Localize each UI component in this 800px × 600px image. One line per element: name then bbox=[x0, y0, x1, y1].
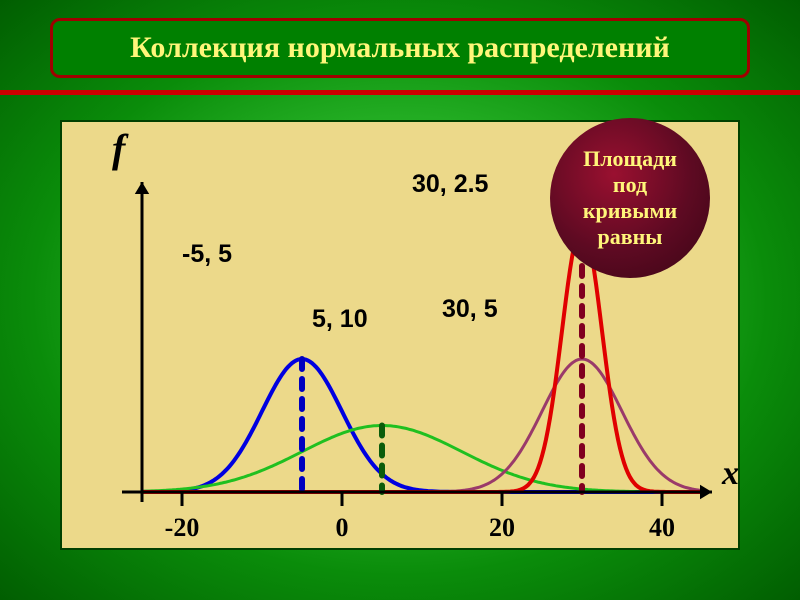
curve-label-green: 5, 10 bbox=[312, 305, 368, 333]
divider-line bbox=[0, 90, 800, 95]
area-note-badge: Площадиподкривымиравны bbox=[550, 118, 710, 278]
x-tick-label: -20 bbox=[165, 513, 200, 542]
y-axis-label: f bbox=[112, 126, 129, 171]
x-tick-label: 20 bbox=[489, 513, 515, 542]
curve-label-blue: -5, 5 bbox=[182, 240, 232, 268]
slide-title: Коллекция нормальных распределений bbox=[50, 18, 750, 78]
y-axis-arrow-icon bbox=[135, 182, 149, 194]
x-tick-label: 40 bbox=[649, 513, 675, 542]
slide-stage: Коллекция нормальных распределений -20 0 2… bbox=[0, 0, 800, 600]
x-axis-label: x bbox=[721, 455, 739, 492]
slide-title-text: Коллекция нормальных распределений bbox=[130, 31, 670, 65]
curve-blue bbox=[142, 359, 702, 492]
x-axis-arrow-icon bbox=[700, 485, 712, 499]
curve-label-red: 30, 2.5 bbox=[412, 170, 489, 198]
x-tick-label: 0 bbox=[336, 513, 349, 542]
curve-label-purple: 30, 5 bbox=[442, 295, 498, 323]
area-note-text: Площадиподкривымиравны bbox=[583, 146, 677, 250]
